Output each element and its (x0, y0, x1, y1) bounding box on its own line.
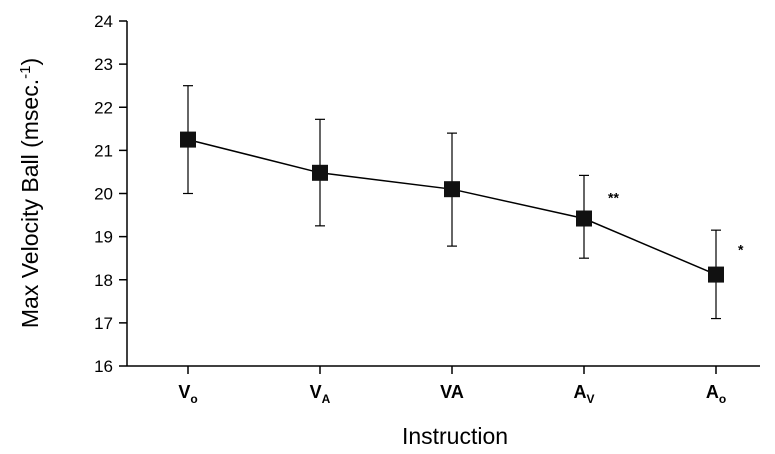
x-tick-label: VA (440, 382, 464, 402)
y-tick-label: 24 (94, 12, 113, 31)
y-tick-label: 19 (94, 228, 113, 247)
y-tick-label: 22 (94, 98, 113, 117)
y-tick-label: 23 (94, 55, 113, 74)
y-axis-title: Max Velocity Ball (msec.-1) (17, 58, 43, 328)
data-point (180, 131, 196, 148)
y-tick-label: 16 (94, 357, 113, 376)
x-tick-label: AV (573, 382, 594, 406)
y-tick-label: 20 (94, 185, 113, 204)
x-axis-title: Instruction (402, 423, 508, 449)
data-point (708, 266, 724, 283)
x-tick-label: Vo (178, 382, 197, 406)
y-tick-label: 18 (94, 271, 113, 290)
significance-annotation: ** (608, 190, 619, 206)
x-tick-label: Ao (706, 382, 726, 406)
significance-annotation: * (738, 242, 744, 258)
y-tick-label: 17 (94, 314, 113, 333)
data-point (312, 164, 328, 181)
x-tick-label: VA (310, 382, 331, 406)
y-tick-label: 21 (94, 141, 113, 160)
data-point (576, 210, 592, 227)
data-point (444, 181, 460, 198)
